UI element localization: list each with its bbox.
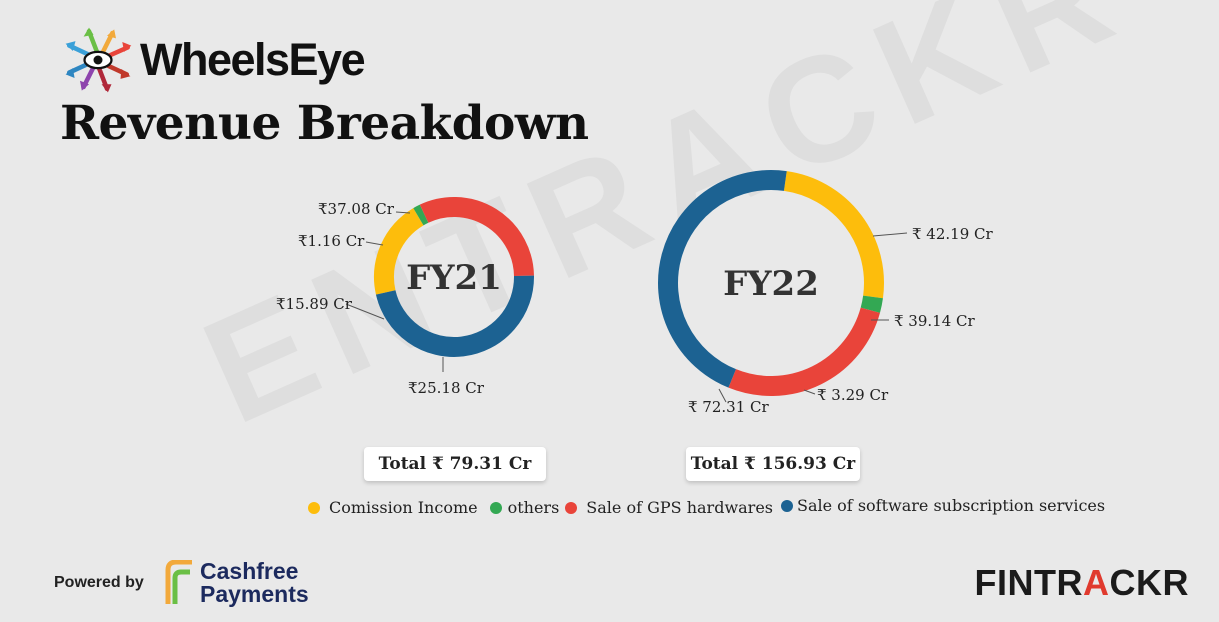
- fintrackr-part1: FINTR: [974, 562, 1083, 603]
- legend-dot-software-icon: [781, 499, 793, 512]
- legend-item-others: others: [489, 498, 560, 517]
- fy21-segment-2: [419, 197, 534, 277]
- cashfree-icon: [165, 560, 192, 604]
- fintrackr-part2: CKR: [1109, 562, 1189, 603]
- fy21-data-label-0: ₹15.89 Cr: [276, 295, 353, 313]
- powered-by-label: Powered by: [54, 574, 144, 591]
- fintrackr-logo: FINTRACKR: [975, 562, 1189, 604]
- fy22-data-label-3: ₹ 72.31 Cr: [688, 398, 769, 416]
- fy21-leader-line-1: [365, 241, 384, 246]
- legend-label: Sale of software subscription services: [797, 496, 1106, 515]
- fy21-data-label-3: ₹37.08 Cr: [318, 200, 395, 218]
- fy21-leader-line-3: [395, 211, 411, 214]
- fintrackr-accent: A: [1083, 562, 1110, 603]
- fy21-segment-0: [374, 208, 424, 295]
- legend-dot-gps-icon: [565, 501, 578, 514]
- fy21-segment-3: [375, 275, 534, 357]
- brand-name: WheelsEye: [140, 34, 366, 85]
- fy22-segment-3: [658, 170, 787, 388]
- chart-legend: Comission Income others Sale of GPS hard…: [308, 496, 1117, 517]
- fy22-leader-line-2: [872, 232, 908, 237]
- fy22-data-label-0: ₹ 39.14 Cr: [894, 312, 975, 330]
- legend-label: Comission Income: [329, 498, 478, 517]
- brand-header: WheelsEye: [62, 22, 366, 98]
- fy22-leader-line-1: [803, 389, 816, 395]
- legend-item-gps: Sale of GPS hardwares: [565, 498, 773, 517]
- fy22-segment-1: [860, 295, 883, 313]
- fy21-total: Total ₹ 79.31 Cr: [364, 447, 546, 481]
- fy21-data-label-2: ₹25.18 Cr: [408, 379, 485, 397]
- fy21-center-label: FY21: [406, 258, 502, 298]
- fy22-leader-line-3: [718, 388, 727, 403]
- fy22-data-label-1: ₹ 3.29 Cr: [817, 386, 889, 404]
- cashfree-line2: Payments: [200, 581, 309, 607]
- fy22-center-label: FY22: [723, 264, 819, 304]
- cashfree-line1: Cashfree: [200, 558, 299, 584]
- legend-dot-others-icon: [489, 501, 502, 514]
- legend-item-commission: Comission Income: [308, 498, 478, 517]
- fy22-segment-2: [728, 307, 880, 396]
- fy22-data-label-2: ₹ 42.19 Cr: [912, 225, 993, 243]
- legend-label: others: [507, 498, 560, 517]
- fy22-total: Total ₹ 156.93 Cr: [686, 447, 860, 481]
- fy22-segment-0: [783, 171, 884, 299]
- legend-label: Sale of GPS hardwares: [586, 498, 773, 517]
- fy21-leader-line-0: [345, 303, 385, 320]
- fy21-data-label-1: ₹1.16 Cr: [298, 232, 365, 250]
- cashfree-logo: Cashfree Payments: [164, 560, 309, 606]
- legend-item-software: Sale of software subscription services: [781, 496, 1105, 515]
- fy21-segment-1: [413, 204, 429, 226]
- legend-dot-commission-icon: [308, 501, 320, 514]
- page-title: Revenue Breakdown: [60, 96, 589, 151]
- wheelseye-logo-icon: [65, 27, 132, 93]
